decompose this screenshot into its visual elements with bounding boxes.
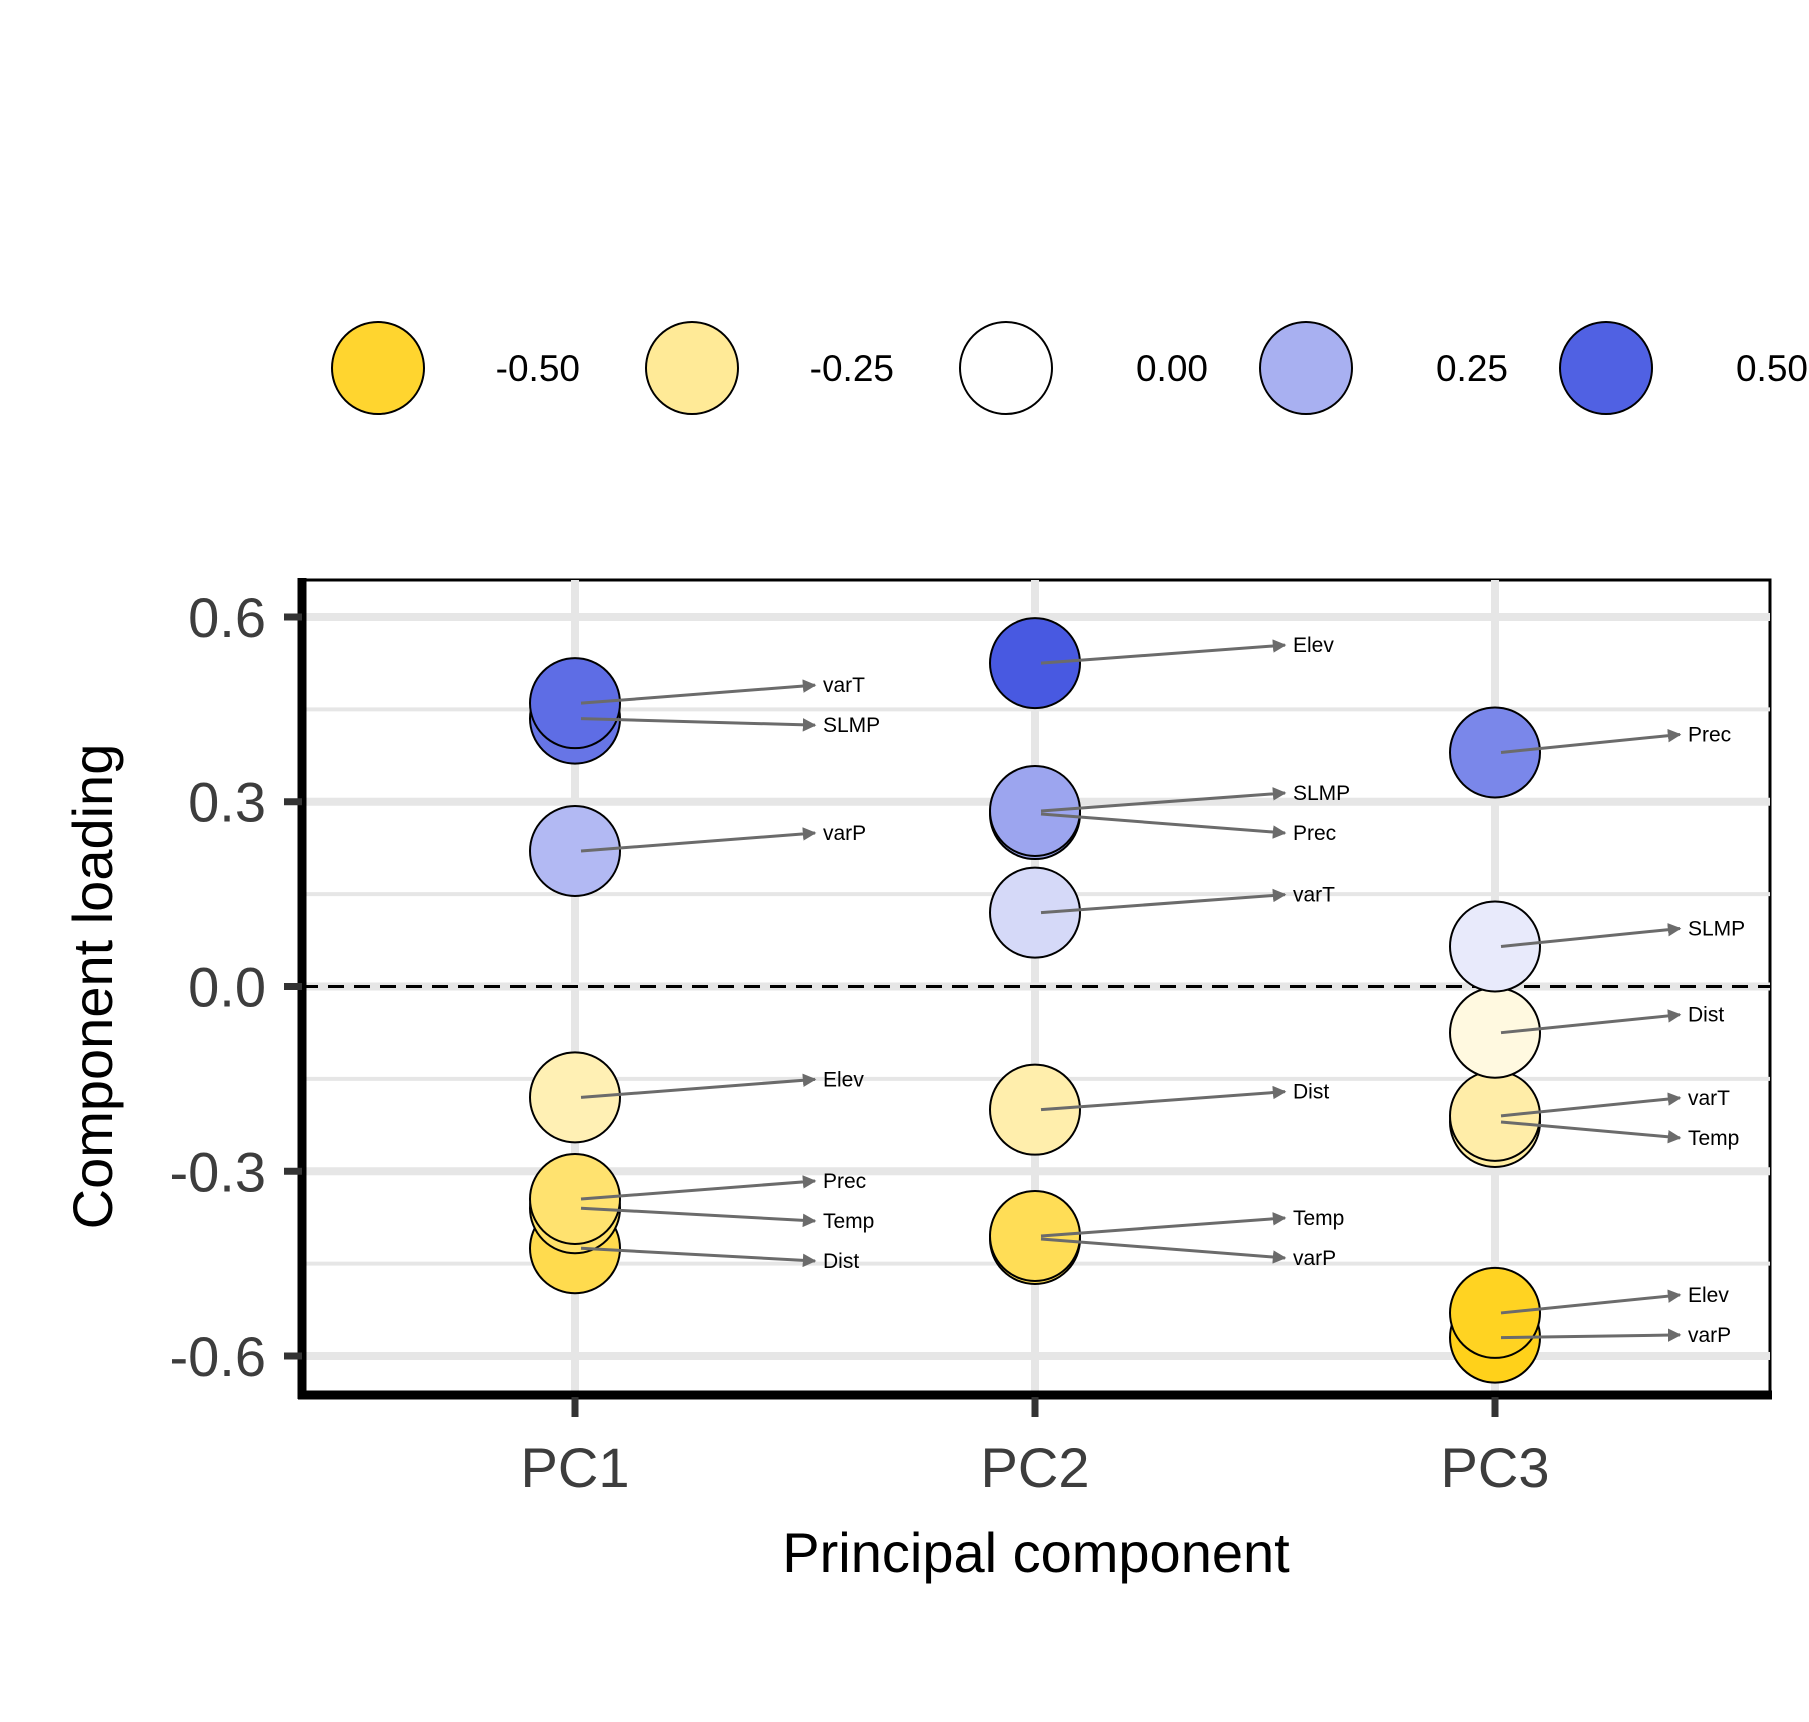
legend-swatch [959, 321, 1053, 415]
point-pc3-prec [1449, 706, 1541, 799]
y-axis-title: Component loading [61, 744, 124, 1230]
legend-label: -0.25 [810, 348, 894, 389]
y-tick-label: 0.0 [188, 956, 266, 1019]
legend-label: 0.50 [1736, 348, 1808, 389]
point-label-pc3-dist: Dist [1688, 1004, 1724, 1027]
x-tick-label-pc2: PC2 [981, 1436, 1090, 1499]
x-tick-label-pc3: PC3 [1441, 1436, 1550, 1499]
label-arrow [1040, 1085, 1287, 1112]
point-label-pc2-temp: Temp [1293, 1207, 1344, 1230]
label-arrow [580, 1175, 817, 1201]
label-arrow [1500, 1328, 1682, 1342]
point-pc2-temp [989, 1189, 1081, 1282]
y-tick-label: -0.6 [170, 1325, 267, 1388]
point-pc1-vart [529, 657, 621, 750]
point-label-pc3-vart: varT [1688, 1087, 1730, 1110]
point-pc1-prec [529, 1152, 621, 1245]
label-arrow [1040, 639, 1287, 665]
label-arrow [1040, 888, 1287, 915]
point-pc3-dist [1449, 986, 1541, 1079]
y-tick-label: 0.3 [188, 771, 266, 834]
legend-swatch [1559, 321, 1653, 415]
color-legend: -0.50 -0.25 0.00 0.25 0.50 [331, 321, 1808, 415]
label-arrow [1500, 1289, 1682, 1315]
point-label-pc3-slmp: SLMP [1688, 917, 1745, 940]
data-points: varT SLMP varP Elev Prec Temp Dist Elev SLMP Prec… [529, 617, 1745, 1384]
label-arrow [1040, 1212, 1287, 1238]
point-label-pc3-prec: Prec [1688, 723, 1731, 746]
label-arrow [1040, 812, 1287, 839]
point-label-pc2-varp: varP [1293, 1247, 1336, 1270]
point-pc1-elev [529, 1051, 621, 1144]
point-label-pc3-elev: Elev [1688, 1284, 1729, 1307]
point-pc2-vart [989, 866, 1081, 959]
label-arrow [1500, 728, 1682, 754]
label-arrow [1500, 1120, 1682, 1144]
point-label-pc1-slmp: SLMP [823, 714, 880, 737]
label-arrow [580, 1246, 817, 1268]
point-pc2-slmp [989, 764, 1081, 857]
point-label-pc1-temp: Temp [823, 1210, 874, 1233]
plot-area: varT SLMP varP Elev Prec Temp Dist Elev SLMP Prec… [170, 578, 1772, 1499]
label-arrow [580, 717, 817, 732]
point-pc2-elev [989, 617, 1081, 710]
legend-label: -0.50 [496, 348, 580, 389]
label-arrow [580, 1206, 817, 1228]
point-label-pc1-varp: varP [823, 822, 866, 845]
point-pc2-dist [989, 1063, 1081, 1156]
point-label-pc2-prec: Prec [1293, 822, 1336, 845]
x-tick-label-pc1: PC1 [521, 1436, 630, 1499]
point-label-pc2-slmp: SLMP [1293, 782, 1350, 805]
label-arrow [580, 679, 817, 705]
point-label-pc2-dist: Dist [1293, 1081, 1329, 1104]
label-arrow [580, 1073, 817, 1099]
point-labels: varT SLMP varP Elev Prec Temp Dist Elev SLMP Prec… [580, 634, 1745, 1347]
point-circles [529, 617, 1541, 1384]
axes: 0.6 0.3 0.0 -0.3 -0.6 PC1 PC2 PC3 [170, 578, 1772, 1499]
legend-label: 0.25 [1436, 348, 1508, 389]
point-label-pc1-vart: varT [823, 674, 865, 697]
point-label-pc1-dist: Dist [823, 1250, 859, 1273]
label-arrow [1040, 1237, 1287, 1264]
point-label-pc2-elev: Elev [1293, 634, 1334, 657]
label-arrow [1500, 1092, 1682, 1118]
point-label-pc2-vart: varT [1293, 884, 1335, 907]
label-arrow [1040, 787, 1287, 813]
label-arrow [1500, 922, 1682, 948]
x-axis-title: Principal component [782, 1521, 1290, 1584]
y-tick-label: -0.3 [170, 1140, 267, 1203]
point-label-pc3-temp: Temp [1688, 1127, 1739, 1150]
point-label-pc3-varp: varP [1688, 1324, 1731, 1347]
point-label-pc1-prec: Prec [823, 1170, 866, 1193]
point-pc3-slmp [1449, 900, 1541, 993]
legend-label: 0.00 [1136, 348, 1208, 389]
point-label-pc1-elev: Elev [823, 1068, 864, 1091]
y-tick-label: 0.6 [188, 586, 266, 649]
label-arrow [1500, 1009, 1682, 1035]
legend-swatch [331, 321, 425, 415]
point-pc1-varp [529, 805, 621, 897]
point-pc3-elev [1449, 1266, 1541, 1359]
point-pc3-vart [1449, 1069, 1541, 1162]
legend-swatch [1259, 321, 1353, 415]
legend-swatch [645, 321, 739, 415]
label-arrow [580, 827, 817, 853]
